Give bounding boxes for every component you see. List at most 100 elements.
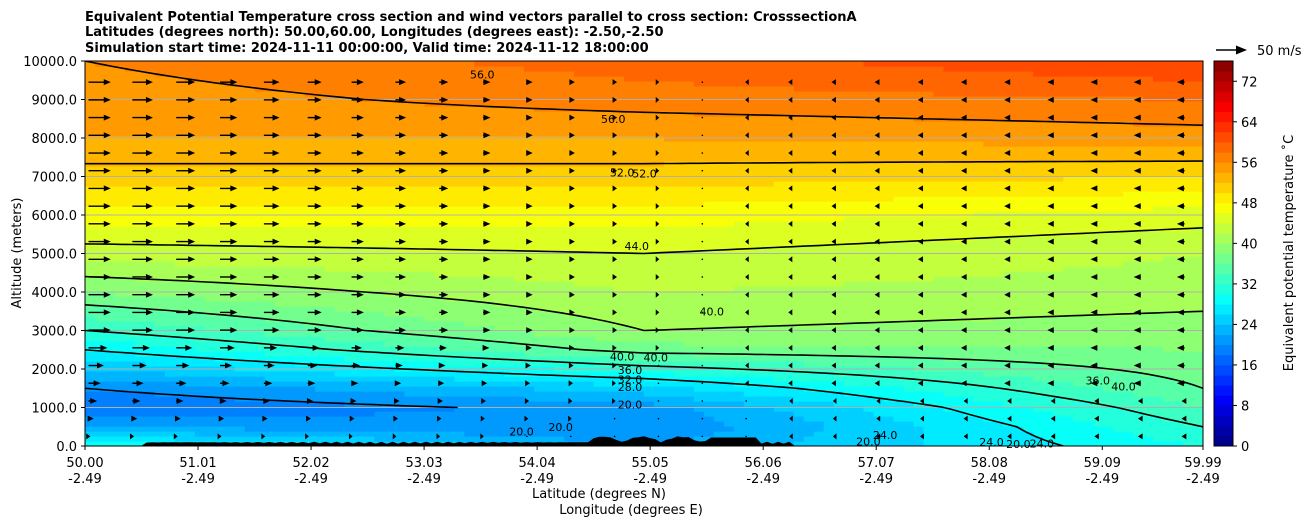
field-cell (673, 331, 685, 337)
field-cell (224, 286, 236, 292)
field-cell (264, 321, 276, 327)
field-cell (713, 341, 725, 347)
field-cell (1033, 311, 1044, 317)
field-cell (554, 336, 565, 342)
field-cell (863, 356, 875, 362)
field-cell (114, 376, 126, 382)
field-cell (813, 356, 825, 362)
field-cell (604, 221, 615, 227)
field-cell (214, 321, 226, 327)
field-cell (873, 321, 885, 327)
field-cell (1043, 271, 1054, 277)
field-cell (574, 316, 585, 322)
field-cell (963, 266, 974, 272)
field-cell (224, 266, 236, 272)
field-cell (214, 271, 226, 277)
field-cell (1163, 341, 1174, 347)
field-cell (1143, 256, 1154, 262)
field-cell (813, 236, 825, 242)
field-cell (504, 281, 515, 287)
field-cell (154, 361, 166, 367)
field-cell (873, 371, 885, 377)
field-cell (564, 291, 575, 297)
field-cell (294, 406, 306, 412)
field-cell (544, 416, 555, 422)
field-cell (324, 361, 336, 367)
field-cell (1063, 291, 1074, 297)
field-cell (614, 331, 625, 337)
field-cell (624, 386, 635, 392)
field-cell (314, 261, 326, 267)
field-cell (234, 221, 246, 227)
field-cell (134, 261, 146, 267)
field-cell (733, 256, 745, 262)
field-cell (204, 306, 216, 312)
field-cell (953, 306, 964, 312)
field-cell (174, 321, 186, 327)
field-cell (234, 376, 246, 382)
field-cell (1173, 421, 1184, 427)
field-cell (114, 311, 126, 317)
field-cell (1133, 406, 1144, 412)
field-cell (324, 381, 336, 387)
field-cell (693, 391, 705, 397)
field-cell (1143, 231, 1154, 237)
field-cell (1083, 226, 1094, 232)
field-cell (144, 381, 156, 387)
field-cell (803, 421, 815, 427)
field-cell (1003, 441, 1014, 446)
field-cell (1053, 421, 1064, 427)
field-cell (154, 356, 166, 362)
field-cell (1023, 231, 1034, 237)
field-cell (584, 386, 595, 392)
field-cell (105, 346, 116, 352)
field-cell (554, 401, 565, 407)
field-cell (763, 226, 775, 232)
field-cell (584, 436, 595, 442)
field-cell (823, 331, 835, 337)
field-cell (1163, 266, 1174, 272)
field-cell (214, 291, 226, 297)
field-cell (673, 426, 685, 432)
field-cell (174, 281, 186, 287)
field-cell (234, 246, 246, 252)
field-cell (414, 296, 425, 302)
field-cell (584, 351, 595, 357)
field-cell (803, 416, 815, 422)
field-cell (654, 331, 665, 337)
field-cell (124, 386, 136, 392)
field-cell (673, 301, 685, 307)
field-cell (893, 316, 905, 322)
field-cell (184, 396, 196, 402)
field-cell (95, 426, 106, 432)
field-cell (1083, 331, 1094, 337)
field-cell (324, 411, 336, 417)
field-cell (105, 351, 116, 357)
field-cell (544, 321, 555, 327)
field-cell (693, 401, 705, 407)
field-cell (484, 261, 495, 267)
field-cell (284, 261, 296, 267)
field-cell (664, 291, 675, 297)
field-cell (654, 271, 665, 277)
field-cell (174, 361, 186, 367)
field-cell (1033, 291, 1044, 297)
field-cell (274, 326, 286, 332)
field-cell (95, 231, 106, 237)
field-cell (304, 351, 316, 357)
field-cell (654, 281, 665, 287)
field-cell (404, 266, 415, 272)
field-cell (544, 296, 555, 302)
field-cell (783, 346, 795, 352)
field-cell (1103, 386, 1114, 392)
field-cell (863, 391, 875, 397)
field-cell (1133, 286, 1144, 292)
field-cell (544, 291, 555, 297)
field-cell (354, 261, 366, 267)
field-cell (274, 286, 286, 292)
field-cell (544, 326, 555, 332)
field-cell (1013, 256, 1024, 262)
field-cell (803, 396, 815, 402)
field-cell (584, 331, 595, 337)
field-cell (753, 311, 765, 317)
